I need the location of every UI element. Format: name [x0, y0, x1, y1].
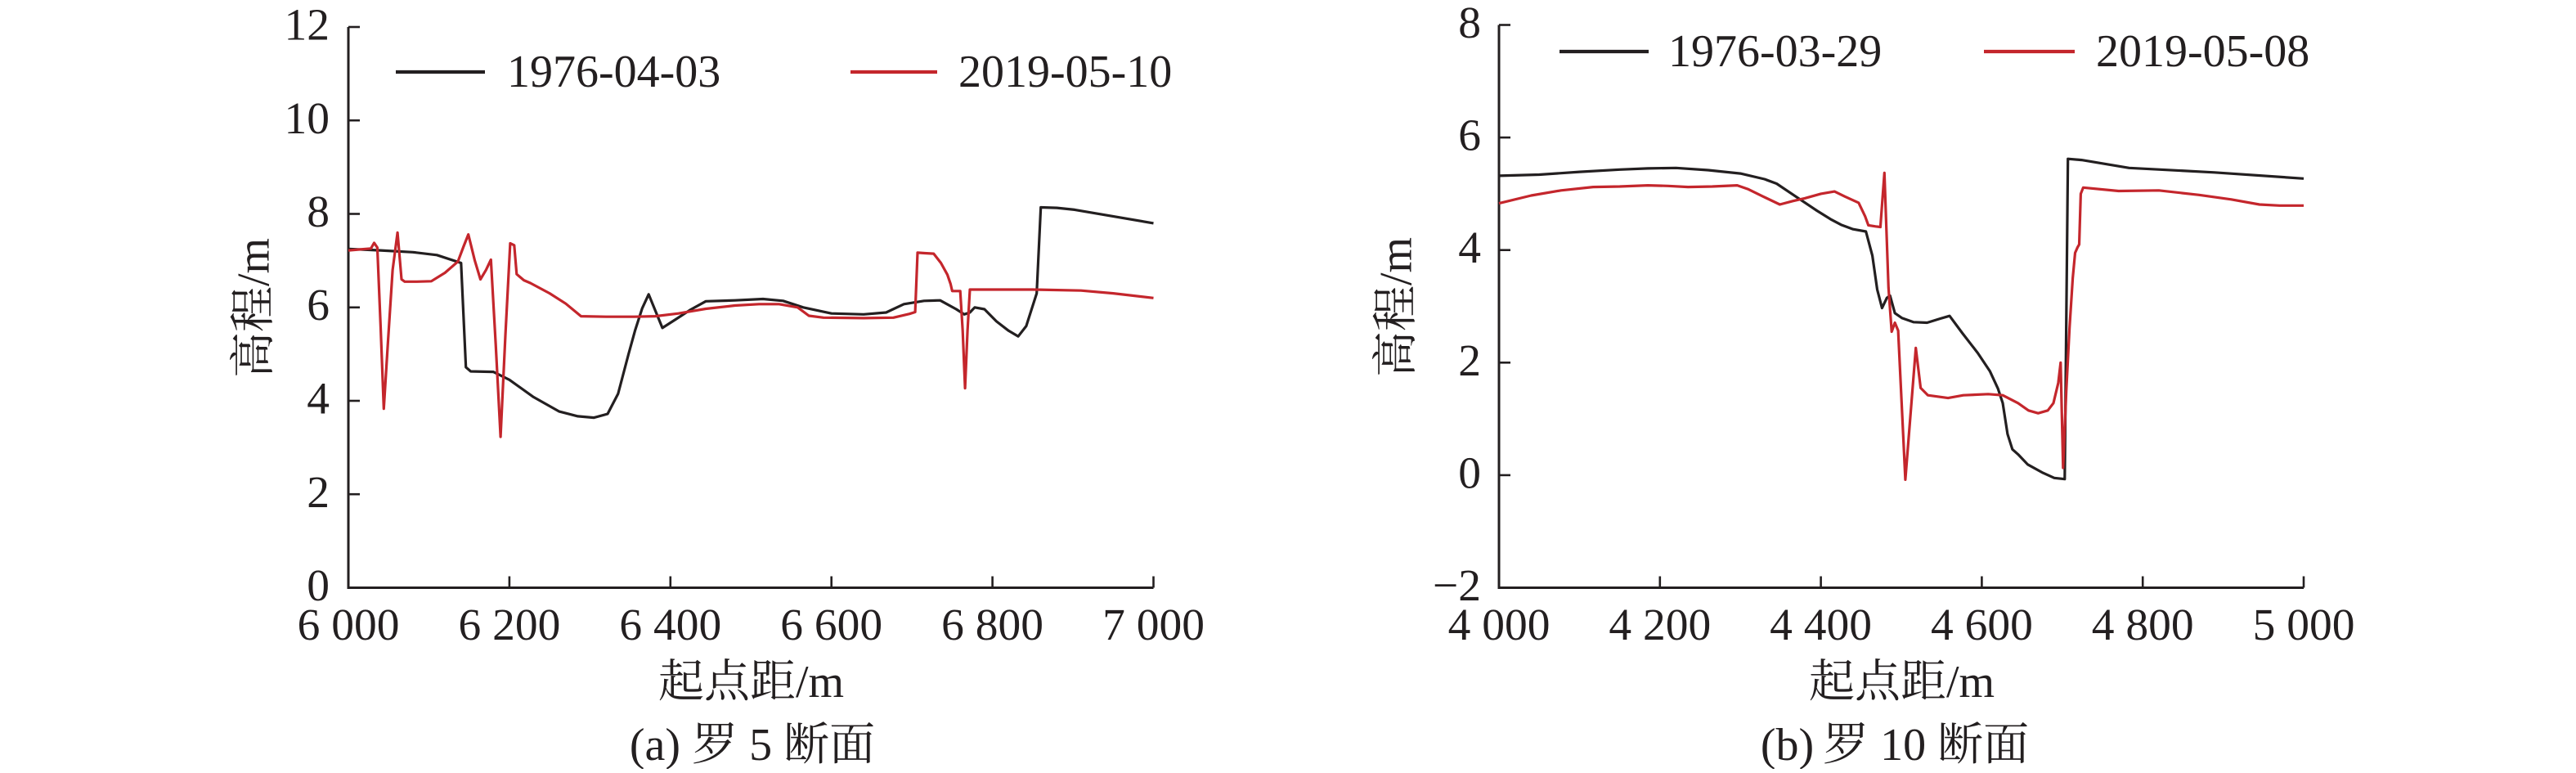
svg-text:4 200: 4 200 [1609, 600, 1711, 650]
svg-text:6 000: 6 000 [298, 600, 400, 650]
svg-text:4 600: 4 600 [1931, 600, 2033, 650]
svg-text:2019-05-08: 2019-05-08 [2096, 26, 2309, 77]
svg-text:1976-03-29: 1976-03-29 [1668, 26, 1882, 77]
svg-text:2019-05-10: 2019-05-10 [958, 47, 1172, 97]
svg-text:/m: /m [1371, 237, 1422, 285]
svg-text:10: 10 [285, 94, 330, 144]
svg-text:6: 6 [307, 281, 330, 330]
svg-text:4: 4 [307, 375, 330, 425]
svg-text:2: 2 [307, 468, 330, 518]
svg-text:4 000: 4 000 [1448, 600, 1551, 650]
svg-text:6: 6 [1458, 111, 1481, 161]
svg-text:12: 12 [285, 1, 330, 51]
svg-text:/m: /m [1946, 657, 1995, 708]
svg-text:6 600: 6 600 [780, 600, 882, 650]
svg-text:(b): (b) [1761, 720, 1814, 769]
svg-text:10: 10 [1880, 720, 1926, 769]
svg-text:8: 8 [1458, 0, 1481, 48]
svg-text:1976-04-03: 1976-04-03 [507, 47, 720, 97]
svg-text:6 200: 6 200 [458, 600, 560, 650]
svg-text:/m: /m [796, 657, 844, 708]
svg-text:/m: /m [229, 238, 280, 286]
svg-text:6 400: 6 400 [619, 600, 721, 650]
svg-text:4 800: 4 800 [2092, 600, 2194, 650]
svg-text:0: 0 [307, 561, 330, 611]
svg-text:−2: −2 [1433, 561, 1481, 611]
svg-text:0: 0 [1458, 448, 1481, 498]
svg-text:4 400: 4 400 [1770, 600, 1872, 650]
svg-text:(a): (a) [630, 720, 680, 769]
svg-text:5 000: 5 000 [2253, 600, 2355, 650]
svg-text:2: 2 [1458, 336, 1481, 386]
svg-text:6 800: 6 800 [941, 600, 1043, 650]
svg-text:7 000: 7 000 [1102, 600, 1205, 650]
svg-text:8: 8 [307, 187, 330, 237]
svg-text:5: 5 [749, 720, 772, 769]
svg-text:4: 4 [1458, 223, 1481, 273]
